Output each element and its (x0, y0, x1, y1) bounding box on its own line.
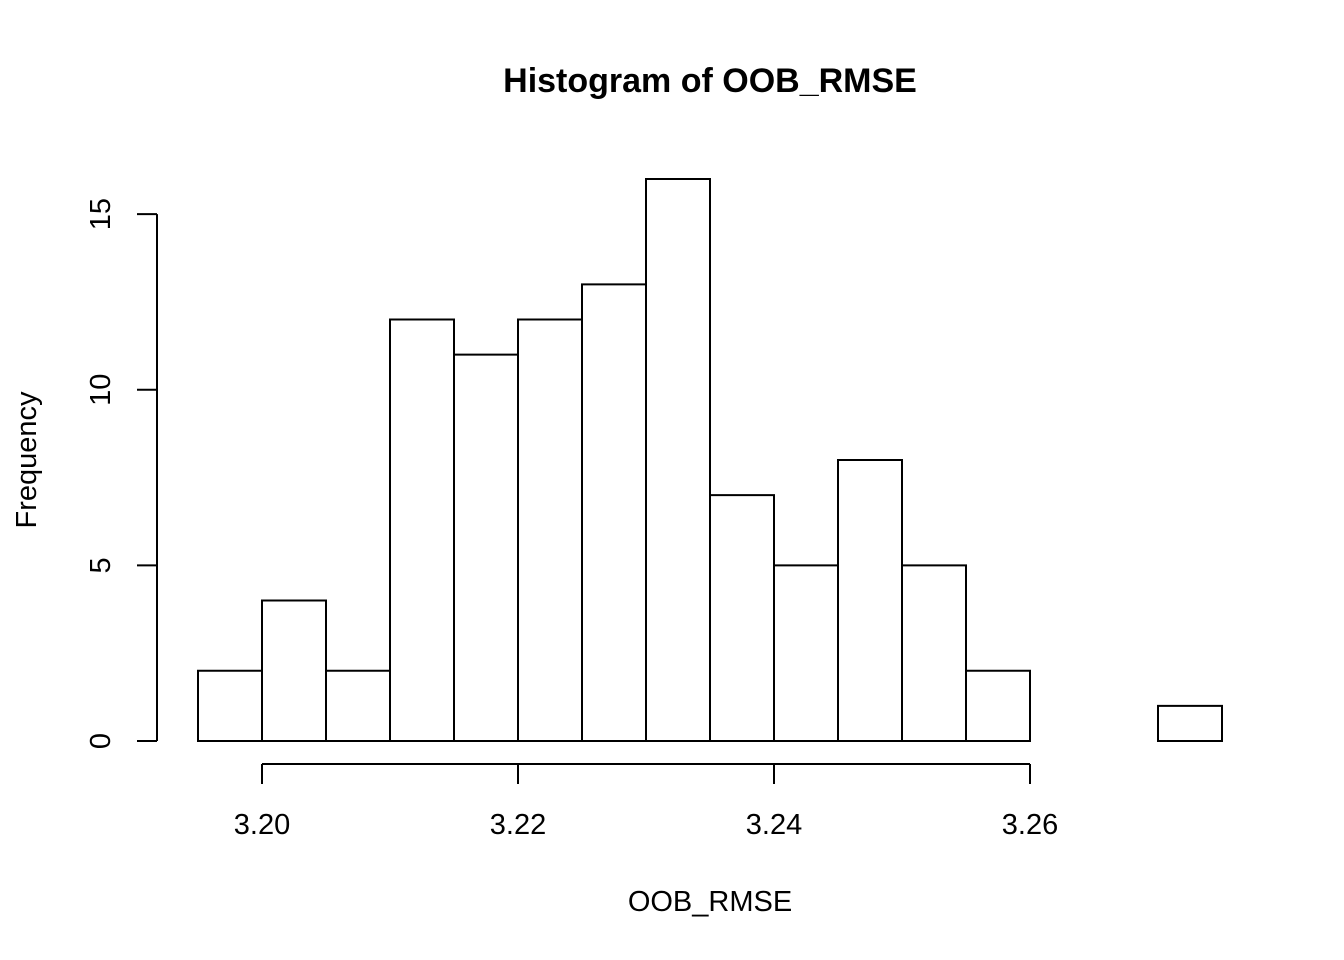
histogram-bar (261, 599, 327, 742)
histogram-bar (389, 318, 455, 742)
histogram-bars (197, 178, 1223, 742)
x-tick-label: 3.22 (490, 809, 546, 841)
chart-title: Histogram of OOB_RMSE (503, 62, 917, 100)
y-tick-label: 10 (85, 374, 117, 406)
histogram-bar (325, 669, 391, 742)
y-tick-label: 0 (85, 733, 117, 749)
histogram-bar (773, 564, 839, 742)
histogram-bar (581, 283, 647, 742)
histogram-bar (965, 669, 1031, 742)
histogram-bar (1157, 704, 1223, 742)
x-tick-label: 3.24 (746, 809, 802, 841)
y-axis-title: Frequency (11, 391, 43, 529)
histogram-bar (517, 318, 583, 742)
histogram-bar (645, 178, 711, 742)
histogram-bar (709, 494, 775, 742)
x-axis: 3.20 3.22 3.24 3.26 (234, 763, 1058, 841)
histogram-bar (901, 564, 967, 742)
y-axis: 0 5 10 15 (85, 198, 158, 749)
x-tick-label: 3.20 (234, 809, 290, 841)
y-tick-label: 5 (85, 557, 117, 573)
x-tick-label: 3.26 (1002, 809, 1058, 841)
histogram-bar (197, 669, 263, 742)
x-axis-title: OOB_RMSE (628, 886, 792, 918)
y-tick-label: 15 (85, 198, 117, 230)
histogram-bar (453, 353, 519, 742)
histogram-bar (837, 459, 903, 742)
